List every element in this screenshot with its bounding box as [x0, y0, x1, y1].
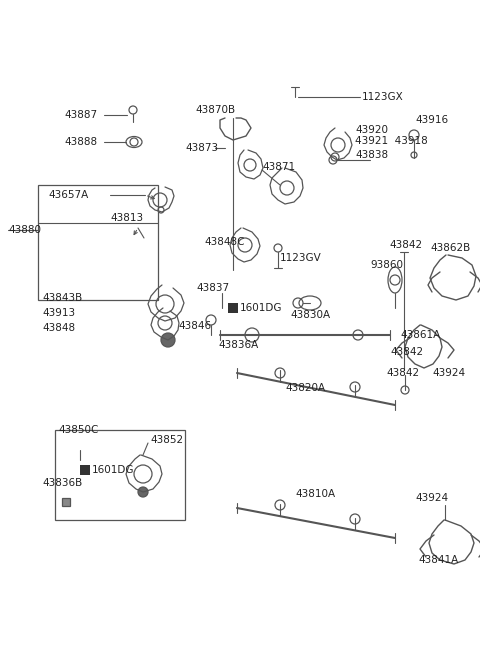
Text: 43880: 43880 — [8, 225, 41, 235]
Text: 43924: 43924 — [432, 368, 465, 378]
Text: 43841A: 43841A — [418, 555, 458, 565]
Bar — [38, 185, 158, 300]
Text: 93860: 93860 — [370, 260, 403, 270]
Bar — [228, 303, 238, 313]
Text: 43836B: 43836B — [42, 478, 82, 488]
Text: 1123GX: 1123GX — [362, 92, 404, 102]
Text: 43657A: 43657A — [48, 190, 88, 200]
Text: 43850C: 43850C — [58, 425, 98, 435]
Text: 43870B: 43870B — [195, 105, 235, 115]
Text: 43843B: 43843B — [42, 293, 82, 303]
Text: 43920: 43920 — [355, 125, 388, 135]
Text: 43842: 43842 — [390, 347, 423, 357]
Text: 43852: 43852 — [150, 435, 183, 445]
Text: 43820A: 43820A — [285, 383, 325, 393]
Text: 43888: 43888 — [64, 137, 97, 147]
Text: 43924: 43924 — [415, 493, 448, 503]
Text: 43913: 43913 — [42, 308, 75, 318]
Text: 43861A: 43861A — [400, 330, 440, 340]
Text: 43921  43918: 43921 43918 — [355, 136, 428, 146]
Text: 43848C: 43848C — [204, 237, 244, 247]
Text: 1601DG: 1601DG — [92, 465, 134, 475]
Text: 43836A: 43836A — [218, 340, 258, 350]
Text: 43862B: 43862B — [430, 243, 470, 253]
Text: 43916: 43916 — [415, 115, 448, 125]
Text: 43871: 43871 — [262, 162, 295, 172]
Bar — [62, 498, 70, 506]
Text: 43837: 43837 — [196, 283, 229, 293]
Text: 1123GV: 1123GV — [280, 253, 322, 263]
Text: 43830A: 43830A — [290, 310, 330, 320]
Circle shape — [161, 333, 175, 347]
Text: 43842: 43842 — [389, 240, 422, 250]
Text: 43873: 43873 — [185, 143, 218, 153]
Bar — [80, 465, 90, 475]
Bar — [55, 430, 185, 520]
Text: 43842: 43842 — [386, 368, 419, 378]
Text: 43846: 43846 — [178, 321, 211, 331]
Text: 43810A: 43810A — [295, 489, 335, 499]
Text: 43848: 43848 — [42, 323, 75, 333]
Circle shape — [138, 487, 148, 497]
Text: 1601DG: 1601DG — [240, 303, 283, 313]
Text: 43813: 43813 — [110, 213, 143, 223]
Text: 43838: 43838 — [355, 150, 388, 160]
Text: 43887: 43887 — [64, 110, 97, 120]
